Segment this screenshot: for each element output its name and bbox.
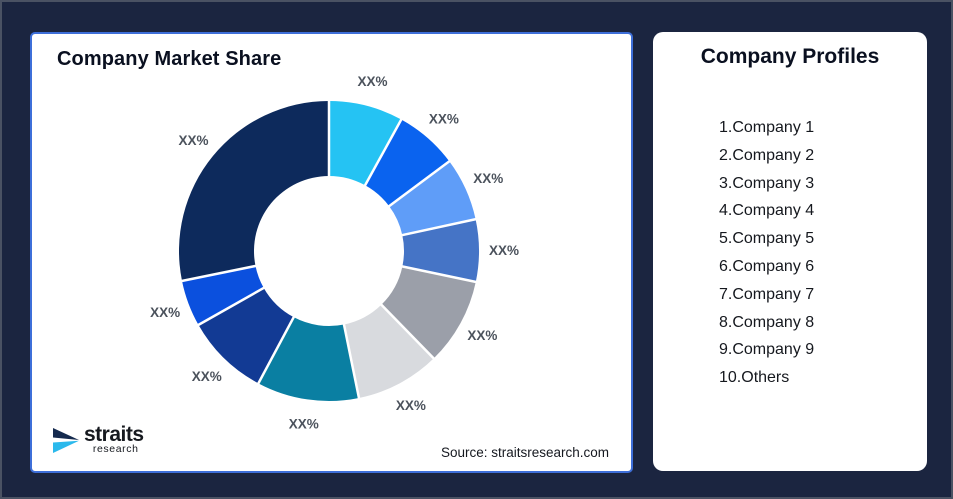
market-share-panel: Company Market Share XX% XX% XX% XX% XX% XX% X…	[30, 32, 633, 473]
profiles-list: 1.Company 1 2.Company 2 3.Company 3 4.Compa…	[719, 114, 814, 392]
profile-list-item: 9.Company 9	[719, 341, 815, 359]
slice-separator	[342, 323, 361, 400]
company-profiles-panel: Company Profiles 1.Company 1 2.Company 2 3…	[653, 32, 927, 471]
logo-brand-text: straits	[84, 423, 144, 446]
slice-separator	[196, 286, 266, 327]
slice-label-2: XX%	[429, 112, 459, 127]
slice-separator	[363, 118, 403, 187]
slice-separator	[387, 159, 451, 208]
donut-slice-5	[381, 266, 476, 359]
donut-slice-6	[343, 304, 434, 398]
logo-text: straits research	[84, 423, 144, 455]
profile-list-item: 1.Company 1	[719, 119, 815, 136]
slice-separator	[256, 315, 296, 385]
slice-label-1: XX%	[357, 74, 387, 89]
straits-research-logo: straits research	[52, 423, 144, 455]
slice-label-3: XX%	[473, 171, 503, 186]
slice-label-6: XX%	[396, 398, 426, 413]
slice-separator	[401, 265, 478, 284]
slice-label-10: XX%	[178, 133, 208, 148]
profiles-title: Company Profiles	[700, 45, 880, 68]
profile-list-item: 7.Company 7	[719, 285, 815, 303]
donut-slice-3	[389, 161, 476, 236]
profile-list-item: 8.Company 8	[719, 313, 815, 331]
profile-list-item: 6.Company 6	[719, 257, 815, 275]
donut-chart: XX% XX% XX% XX% XX% XX% XX% XX% XX% XX%	[150, 74, 519, 432]
straits-logo-icon	[53, 428, 79, 453]
slice-separator	[180, 264, 257, 283]
chart-title: Company Market Share	[57, 48, 282, 70]
profile-list-item: 2.Company 2	[719, 146, 815, 164]
donut-slice-9	[182, 265, 264, 325]
slice-label-8: XX%	[192, 369, 222, 384]
donut-slice-4	[402, 219, 480, 282]
donut-slice-10	[178, 101, 329, 281]
slice-label-4: XX%	[489, 243, 519, 258]
slice-separator	[379, 303, 436, 360]
slice-label-7: XX%	[289, 417, 319, 432]
profile-list-item: 10.Others	[719, 369, 790, 387]
donut-slice-1	[329, 101, 402, 186]
slice-label-5: XX%	[467, 328, 497, 343]
slice-separator	[401, 217, 477, 237]
logo-mark-cyan-chevron	[53, 440, 79, 453]
slice-label-9: XX%	[150, 305, 180, 320]
source-attribution: Source: straitsresearch.com	[440, 445, 609, 460]
profile-list-item: 3.Company 3	[719, 174, 815, 192]
donut-slice-2	[365, 119, 450, 207]
logo-sub-brand-text: research	[92, 443, 139, 455]
profile-list-item: 4.Company 4	[719, 202, 815, 220]
logo-mark-navy-chevron	[53, 428, 79, 440]
profile-list-item: 5.Company 5	[719, 230, 815, 248]
